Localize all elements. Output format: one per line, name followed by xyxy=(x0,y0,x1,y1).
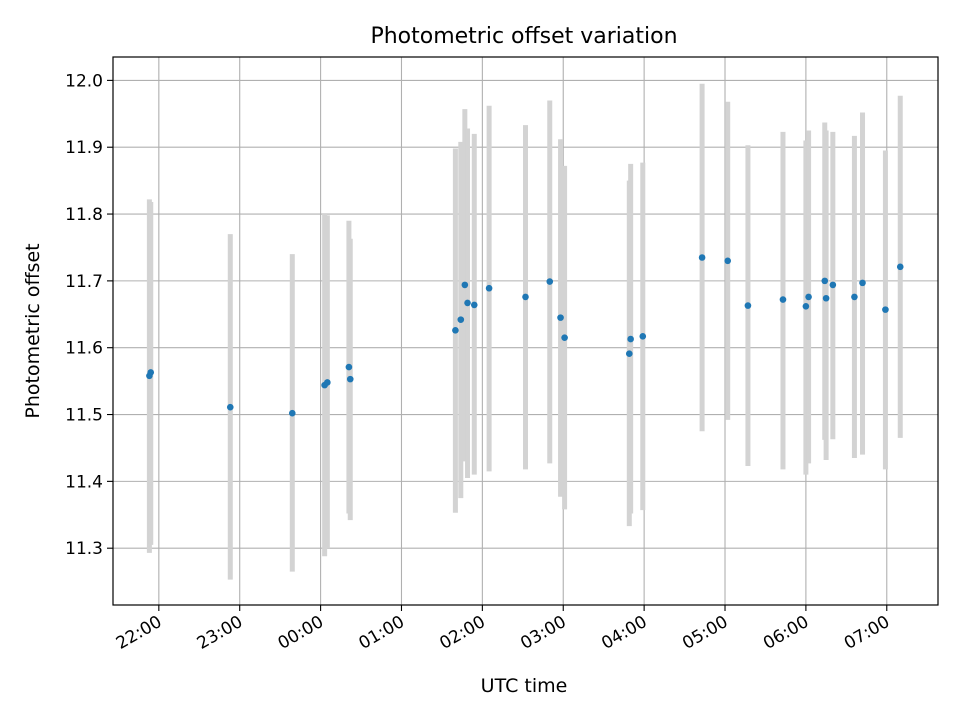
data-point xyxy=(288,409,296,417)
data-point xyxy=(829,281,837,289)
data-point xyxy=(882,306,889,313)
data-point xyxy=(744,302,752,309)
data-point xyxy=(147,369,155,376)
data-point xyxy=(805,293,812,301)
y-tick-label: 11.9 xyxy=(65,138,103,158)
data-point xyxy=(639,333,647,340)
data-point xyxy=(226,403,234,411)
data-point xyxy=(896,263,904,271)
data-point xyxy=(779,296,787,303)
data-point xyxy=(724,257,732,265)
data-point xyxy=(625,350,633,358)
chart-title: Photometric offset variation xyxy=(370,24,677,49)
data-point xyxy=(821,277,829,285)
data-point xyxy=(522,293,529,301)
data-point xyxy=(822,294,830,302)
data-point xyxy=(345,363,353,371)
data-point xyxy=(452,327,459,334)
data-point xyxy=(457,316,465,323)
x-axis-label: UTC time xyxy=(481,675,568,697)
y-tick-label: 11.3 xyxy=(65,539,103,559)
data-point xyxy=(346,375,354,383)
data-point xyxy=(802,302,810,310)
data-point xyxy=(546,278,554,285)
data-point xyxy=(627,335,634,343)
plot-frame xyxy=(112,56,939,606)
y-tick-label: 11.4 xyxy=(65,472,103,492)
data-point xyxy=(324,379,331,386)
y-tick-label: 11.6 xyxy=(65,339,103,359)
data-point xyxy=(485,284,493,292)
data-point xyxy=(470,301,478,309)
y-tick-label: 12.0 xyxy=(65,71,103,91)
y-tick-label: 11.7 xyxy=(65,272,103,292)
data-point xyxy=(698,254,706,261)
y-tick-label: 11.5 xyxy=(65,406,103,426)
data-point xyxy=(851,293,858,301)
data-point xyxy=(557,314,564,321)
data-point xyxy=(859,279,866,287)
data-point xyxy=(561,334,568,341)
data-point xyxy=(461,281,469,289)
y-tick-label: 11.8 xyxy=(65,205,103,225)
point-layer xyxy=(146,254,904,417)
y-axis-label: Photometric offset xyxy=(22,243,44,418)
data-point xyxy=(464,299,471,307)
